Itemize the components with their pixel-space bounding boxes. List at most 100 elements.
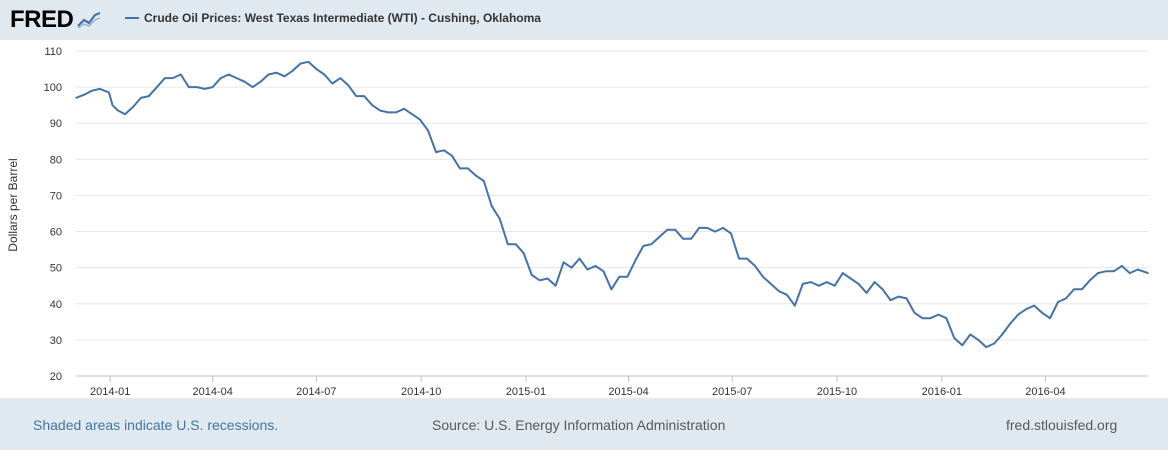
data-point — [1097, 272, 1099, 274]
data-point — [403, 108, 405, 110]
recession-note-link[interactable]: Shaded areas indicate U.S. recessions. — [33, 417, 279, 433]
data-point — [467, 167, 469, 170]
data-point — [483, 180, 485, 182]
data-point — [706, 227, 708, 229]
data-point — [674, 229, 676, 231]
x-tick-label: 2015-07 — [712, 386, 752, 398]
data-point — [562, 261, 565, 264]
data-point — [937, 313, 940, 316]
data-point — [1033, 304, 1035, 307]
data-point — [618, 275, 621, 278]
data-point — [961, 344, 964, 347]
data-point — [945, 317, 948, 320]
data-point — [969, 333, 972, 336]
data-point — [770, 283, 772, 285]
data-point — [802, 283, 804, 285]
data-point — [1057, 301, 1059, 303]
data-point — [698, 227, 700, 229]
x-tick-label: 2015-01 — [506, 386, 546, 398]
data-point — [291, 70, 294, 72]
data-point — [491, 205, 493, 208]
legend-swatch — [125, 17, 139, 19]
data-point — [610, 288, 613, 291]
plot-panel: 20 30 40 50 60 70 80 90 100 110 2014-01 2014-04 2014… — [0, 40, 1168, 398]
data-point — [427, 129, 429, 132]
data-point — [794, 304, 796, 307]
data-point — [857, 283, 860, 285]
data-point — [172, 77, 174, 79]
y-tick-label: 100 — [44, 82, 62, 94]
data-point — [323, 73, 326, 76]
data-point — [411, 113, 413, 115]
y-tick-label: 50 — [50, 263, 62, 275]
data-point — [140, 97, 142, 99]
data-point — [395, 111, 397, 114]
fred-site-link[interactable]: fred.stlouisfed.org — [1006, 417, 1118, 433]
data-point — [953, 337, 956, 339]
data-point — [778, 290, 780, 292]
data-point — [881, 288, 884, 291]
data-point — [283, 75, 286, 78]
data-point — [714, 230, 716, 233]
fred-logo-text: FRED — [10, 6, 74, 33]
data-point — [1121, 265, 1123, 267]
data-point — [235, 77, 238, 79]
data-point — [570, 266, 573, 269]
data-point — [211, 86, 214, 88]
data-point — [594, 265, 597, 267]
data-point — [1113, 270, 1115, 273]
data-point — [443, 149, 445, 152]
data-point — [514, 243, 517, 245]
fred-logo[interactable]: FRED — [10, 6, 103, 34]
data-point — [108, 91, 110, 94]
data-point — [1017, 313, 1019, 316]
data-point — [1136, 268, 1139, 271]
data-point — [841, 272, 844, 274]
data-point — [634, 259, 637, 262]
data-point — [522, 252, 525, 254]
data-point — [913, 312, 916, 314]
data-point — [977, 339, 980, 341]
data-point — [889, 299, 892, 302]
data-point — [355, 95, 358, 97]
data-point — [818, 284, 820, 287]
y-tick-label: 110 — [44, 46, 62, 58]
data-point — [833, 284, 836, 287]
y-tick-label: 20 — [50, 371, 62, 383]
data-point — [849, 277, 852, 280]
data-point — [642, 245, 645, 247]
data-point — [315, 68, 318, 70]
data-point — [1105, 270, 1107, 273]
data-point — [251, 86, 254, 88]
data-point — [275, 71, 278, 74]
x-tick-label: 2015-04 — [608, 386, 648, 398]
data-point — [180, 73, 182, 76]
data-point — [746, 257, 748, 260]
data-point — [307, 61, 310, 63]
data-point — [1041, 312, 1043, 314]
data-point — [1009, 322, 1011, 325]
data-point — [79, 95, 82, 97]
data-point — [666, 229, 669, 231]
data-point — [243, 80, 246, 83]
data-point — [117, 109, 119, 112]
y-tick-label: 90 — [50, 118, 62, 130]
data-point — [148, 95, 150, 97]
data-point — [786, 294, 788, 296]
data-point — [650, 243, 653, 245]
data-point — [658, 236, 661, 238]
data-point — [75, 97, 77, 99]
series-line — [75, 60, 1149, 349]
data-point — [459, 167, 461, 170]
data-point — [371, 104, 374, 106]
data-point — [387, 111, 389, 114]
data-point — [219, 77, 222, 79]
data-point — [299, 62, 302, 65]
data-point — [419, 118, 421, 121]
data-point — [546, 277, 549, 280]
data-point — [1129, 272, 1131, 274]
data-point — [267, 73, 270, 76]
data-point — [84, 93, 86, 96]
data-point — [1147, 272, 1149, 274]
data-point — [1081, 288, 1083, 291]
